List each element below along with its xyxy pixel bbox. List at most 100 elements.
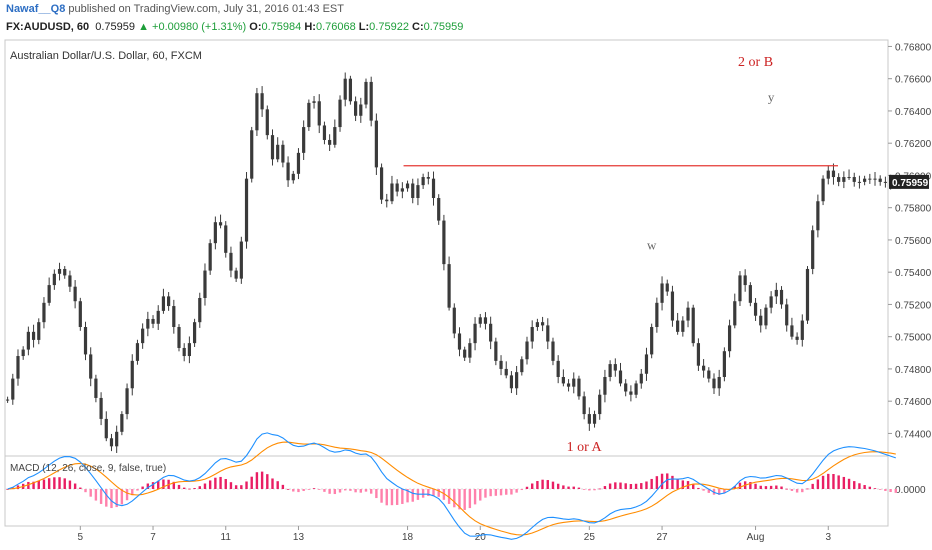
macd-histogram-bar — [842, 476, 846, 489]
candle-body — [535, 322, 539, 328]
author-link[interactable]: Nawaf__Q8 — [6, 3, 66, 15]
header: Nawaf__Q8 published on TradingView.com, … — [0, 0, 932, 38]
macd-histogram-bar — [614, 482, 617, 489]
high-value: 0.76068 — [315, 21, 356, 33]
x-tick-label: 5 — [78, 532, 84, 543]
wave-label: y — [768, 89, 775, 104]
macd-histogram-bar — [473, 489, 477, 505]
candle-body — [26, 331, 30, 350]
candle-body — [187, 343, 191, 357]
candle-body — [592, 414, 597, 424]
candle-body — [250, 130, 254, 179]
macd-histogram-bar — [785, 488, 788, 490]
candle-body — [873, 178, 877, 180]
candle-body — [447, 264, 451, 308]
macd-histogram-bar — [115, 489, 118, 508]
x-tick-label: 20 — [475, 532, 487, 543]
close-label: C: — [412, 21, 424, 33]
macd-histogram-bar — [188, 488, 191, 490]
macd-histogram-bar — [769, 485, 773, 489]
macd-histogram-bar — [266, 474, 269, 489]
macd-histogram-bar — [354, 489, 357, 493]
macd-histogram-bar — [224, 479, 227, 489]
candle-body — [317, 101, 321, 126]
candle-body — [660, 283, 664, 303]
macd-histogram-bar — [208, 480, 212, 489]
macd-histogram-bar — [520, 489, 524, 491]
macd-histogram-bar — [629, 484, 633, 489]
candle-body — [167, 296, 171, 307]
macd-histogram-bar — [84, 489, 87, 493]
macd-histogram-bar — [375, 489, 378, 499]
candle-body — [613, 364, 617, 371]
candle-body — [727, 325, 732, 352]
candle-body — [115, 431, 119, 447]
candle-body — [811, 230, 815, 269]
candle-body — [265, 109, 269, 136]
macd-histogram-bar — [795, 489, 799, 493]
candle-body — [198, 297, 202, 323]
macd-histogram-bar — [73, 483, 77, 489]
candle-body — [239, 241, 243, 279]
x-tick-label: 11 — [221, 532, 232, 543]
macd-histogram-bar — [286, 488, 290, 490]
macd-signal-line — [7, 441, 896, 536]
macd-histogram-bar — [505, 489, 508, 495]
macd-histogram-bar — [162, 479, 165, 489]
candle-body — [712, 378, 716, 389]
macd-histogram-bar — [151, 482, 155, 489]
candle-body — [125, 388, 129, 415]
macd-histogram-bar — [63, 478, 66, 489]
candle-body — [525, 341, 529, 360]
macd-histogram-bar — [447, 489, 451, 504]
macd-histogram-bar — [619, 482, 622, 489]
x-tick-label: 25 — [584, 532, 596, 543]
candle-body — [400, 188, 404, 192]
macd-histogram-bar — [733, 486, 736, 489]
macd-histogram-bar — [525, 486, 529, 489]
candle-body — [156, 310, 160, 324]
last-price-label: 0.75959 — [892, 178, 929, 189]
candle-body — [141, 328, 145, 344]
macd-histogram-bar — [47, 478, 51, 489]
macd-histogram-bar — [572, 486, 575, 489]
candle-body — [234, 270, 238, 279]
candle-body — [68, 275, 72, 287]
candle-body — [385, 199, 389, 202]
macd-histogram-bar — [603, 486, 607, 489]
candle-body — [696, 343, 701, 366]
candle-body — [748, 285, 752, 303]
candle-body — [52, 273, 56, 286]
macd-histogram-bar — [676, 478, 679, 489]
macd-histogram-bar — [551, 481, 555, 489]
candle-body — [296, 152, 301, 174]
macd-histogram-bar — [276, 481, 279, 489]
candle-body — [686, 307, 690, 321]
candle-body — [416, 185, 420, 199]
macd-histogram-bar — [697, 487, 700, 489]
candle-body — [463, 349, 467, 358]
candle-body — [302, 127, 306, 153]
macd-histogram-bar — [608, 483, 612, 489]
macd-histogram-bar — [110, 489, 113, 509]
macd-line — [7, 432, 896, 540]
macd-histogram-bar — [582, 489, 586, 490]
candle-body — [161, 296, 166, 311]
candle-body — [374, 120, 378, 168]
candle-body — [821, 178, 825, 202]
macd-histogram-bar — [749, 482, 752, 489]
candle-body — [42, 302, 46, 323]
macd-histogram-bar — [853, 481, 856, 489]
candle-body — [676, 320, 680, 332]
candle-body — [203, 270, 207, 298]
candle-body — [354, 101, 358, 116]
macd-histogram-bar — [297, 489, 300, 493]
macd-histogram-bar — [385, 489, 388, 506]
price-chart[interactable]: 0.768000.766000.764000.762000.760000.758… — [0, 38, 932, 550]
macd-histogram-bar — [437, 489, 440, 497]
macd-histogram-bar — [250, 476, 253, 489]
macd-histogram-bar — [868, 486, 872, 489]
macd-histogram-bar — [125, 489, 129, 501]
close-value: 0.75959 — [423, 21, 464, 33]
candle-body — [343, 78, 347, 100]
